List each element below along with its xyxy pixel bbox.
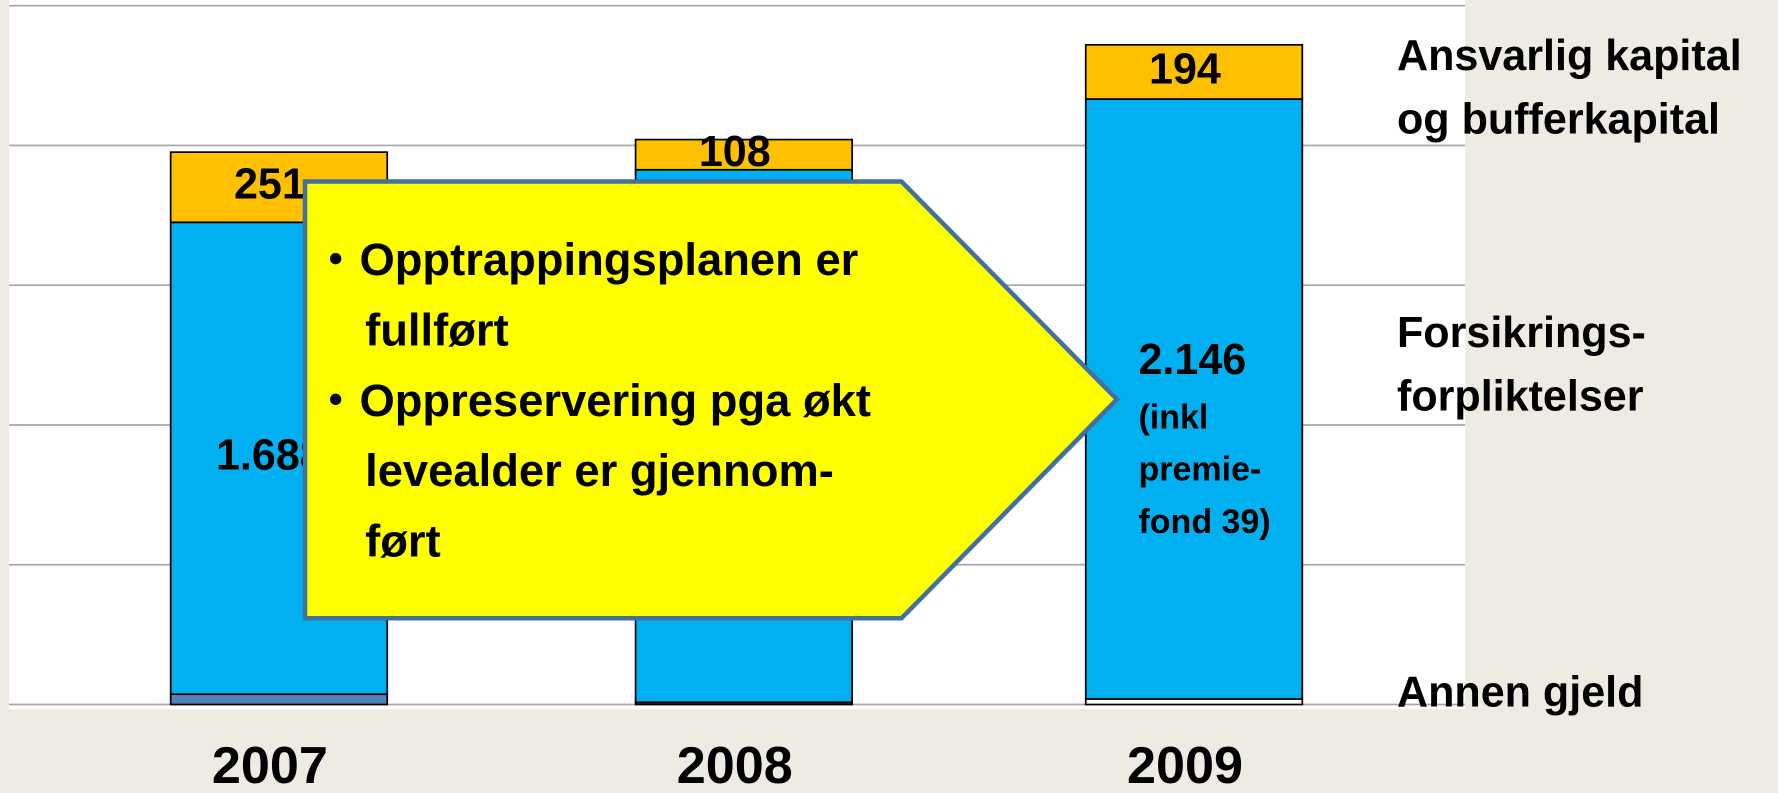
callout: Opptrappingsplanen er fullført Oppreserver… bbox=[302, 179, 1121, 621]
bar-segment bbox=[1084, 43, 1304, 100]
callout-text: Oppreservering pga økt bbox=[359, 375, 871, 426]
value-label: 194 bbox=[1149, 45, 1221, 93]
callout-text: Opptrappingsplanen er bbox=[359, 234, 858, 285]
callout-text: fullført bbox=[365, 305, 509, 356]
bullet bbox=[329, 393, 342, 406]
legend: Annen gjeld Forsikrings-forpliktelser Ansv… bbox=[1397, 32, 1742, 716]
x-tick-label: 2009 bbox=[1127, 737, 1243, 793]
legend-label: Ansvarlig kapital og bufferkapital bbox=[1397, 32, 1742, 144]
value-note: (inkl premie-fond 39) bbox=[1138, 398, 1270, 540]
callout-text: ført bbox=[365, 516, 441, 567]
x-tick-label: 2008 bbox=[677, 737, 793, 793]
legend-label: Annen gjeld bbox=[1397, 669, 1643, 717]
value-label: 2.146 bbox=[1138, 336, 1246, 384]
callout-arrow bbox=[302, 179, 1121, 621]
x-tick-label: 2007 bbox=[212, 737, 328, 793]
callout-text: levealder er gjennom- bbox=[365, 445, 834, 496]
bar-segment bbox=[634, 138, 853, 171]
legend-label: Forsikrings-forpliktelser bbox=[1397, 309, 1646, 421]
bullet bbox=[329, 252, 342, 265]
value-label: 108 bbox=[699, 128, 771, 176]
bar-segment bbox=[1084, 98, 1304, 700]
bar-segment bbox=[169, 693, 389, 706]
value-label: 251 bbox=[234, 161, 306, 209]
